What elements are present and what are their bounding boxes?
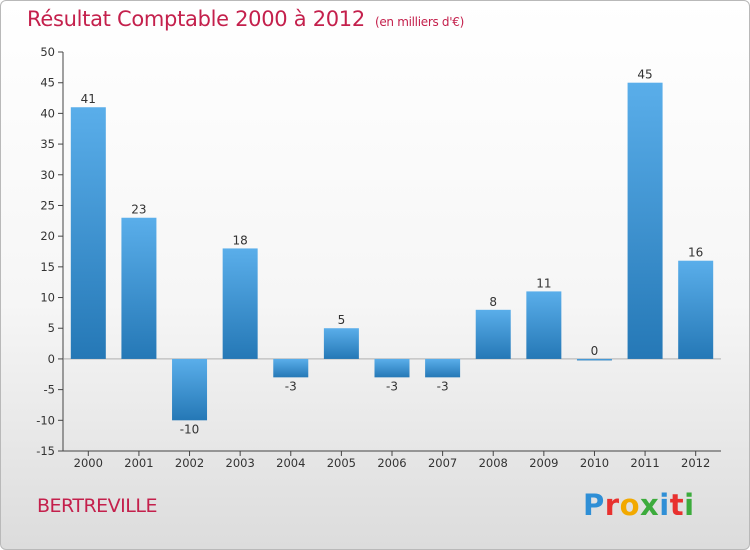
bar-2011 xyxy=(627,82,663,359)
proxiti-logo: Proxiti xyxy=(583,488,695,522)
bar-2000 xyxy=(70,107,106,359)
data-labels: 41 23 -10 18 -3 5 -3 -3 8 11 0 45 16 xyxy=(81,68,704,437)
x-tick-label: 2008 xyxy=(479,456,508,470)
data-label-2001: 23 xyxy=(131,203,146,217)
x-tick-label: 2002 xyxy=(175,456,204,470)
y-tick-label: 50 xyxy=(40,45,55,59)
bar-2006 xyxy=(374,358,410,378)
chart-title-text: Résultat Comptable 2000 à 2012 xyxy=(27,7,365,31)
y-tick-label: -5 xyxy=(44,383,55,397)
bar-2012 xyxy=(678,260,714,359)
bar-2005 xyxy=(323,328,359,359)
bar-2003 xyxy=(222,248,258,359)
chart-subtitle: (en milliers d'€) xyxy=(374,15,464,29)
commune-name: BERTREVILLE xyxy=(37,495,157,517)
x-tick-label: 2003 xyxy=(226,456,255,470)
y-tick-label: 5 xyxy=(48,321,55,335)
data-label-2002: -10 xyxy=(180,422,200,436)
logo-letter: i xyxy=(684,488,695,522)
logo-letter: o xyxy=(619,488,641,522)
bar-2008 xyxy=(475,309,511,359)
y-tick-label: 0 xyxy=(48,352,55,366)
data-label-2010: 0 xyxy=(591,344,599,358)
data-label-2012: 16 xyxy=(688,246,703,260)
y-tick-label: 25 xyxy=(40,198,55,212)
bar-2009 xyxy=(526,291,562,359)
logo-letter: t xyxy=(669,488,685,522)
logo-letter: P xyxy=(583,488,605,522)
x-tick-label: 2010 xyxy=(580,456,609,470)
x-tick-label: 2011 xyxy=(630,456,659,470)
y-tick-label: 10 xyxy=(40,291,55,305)
y-tick-label: 30 xyxy=(40,168,55,182)
y-tick-label: 15 xyxy=(40,260,55,274)
bar-2002 xyxy=(172,358,208,421)
x-tick-label: 2009 xyxy=(529,456,558,470)
x-tick-label: 2005 xyxy=(327,456,356,470)
chart-title: Résultat Comptable 2000 à 2012 (en millie… xyxy=(27,7,464,31)
x-tick-label: 2006 xyxy=(377,456,406,470)
data-label-2004: -3 xyxy=(285,379,297,393)
y-tick-label: 20 xyxy=(40,229,55,243)
y-tick-label: -10 xyxy=(36,413,55,427)
x-tick-label: 2000 xyxy=(74,456,103,470)
data-label-2007: -3 xyxy=(437,379,449,393)
bar-2007 xyxy=(425,358,461,378)
bars xyxy=(70,82,714,421)
data-label-2000: 41 xyxy=(81,92,96,106)
data-label-2009: 11 xyxy=(536,276,551,290)
bar-2001 xyxy=(121,217,157,359)
bar-2004 xyxy=(273,358,309,378)
data-label-2011: 45 xyxy=(637,68,652,82)
y-tick-label: 40 xyxy=(40,106,55,120)
data-label-2006: -3 xyxy=(386,379,398,393)
logo-letter: x xyxy=(640,488,660,522)
x-tick-label: 2012 xyxy=(681,456,710,470)
x-tick-label: 2007 xyxy=(428,456,457,470)
bar-2010 xyxy=(576,358,612,361)
data-label-2003: 18 xyxy=(233,233,248,247)
x-tick-label: 2001 xyxy=(124,456,153,470)
data-label-2008: 8 xyxy=(489,295,497,309)
logo-letter: i xyxy=(659,488,670,522)
y-tick-label: 35 xyxy=(40,137,55,151)
data-label-2005: 5 xyxy=(338,313,346,327)
y-tick-label: -15 xyxy=(36,444,55,458)
logo-letter: r xyxy=(604,488,620,522)
y-tick-label: 45 xyxy=(40,76,55,90)
x-tick-label: 2004 xyxy=(276,456,305,470)
